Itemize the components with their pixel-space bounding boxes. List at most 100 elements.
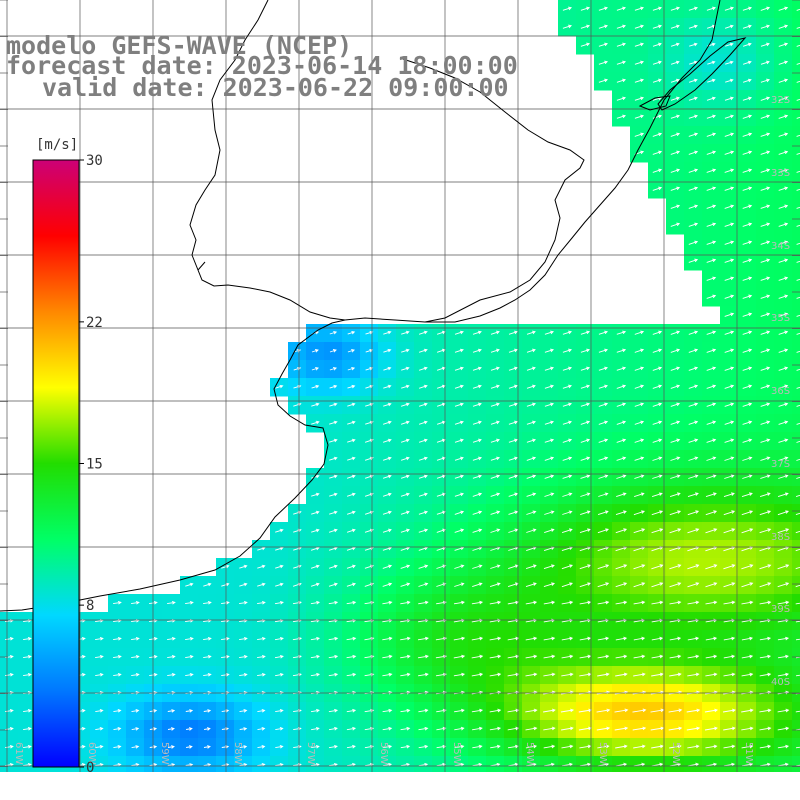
wind-arrow (400, 528, 410, 533)
wind-arrow (633, 744, 646, 749)
wind-arrow (778, 150, 789, 155)
wind-arrow (796, 98, 800, 101)
wind-arrow (580, 42, 591, 47)
wind-arrow (741, 582, 754, 588)
wind-arrow (382, 420, 392, 425)
wind-cell (576, 756, 595, 772)
wind-arrow (507, 672, 520, 677)
wind-cell (792, 378, 800, 397)
wind-arrow (310, 654, 320, 659)
wind-arrow (724, 258, 735, 263)
wind-arrow (472, 744, 483, 749)
wind-arrow (365, 402, 374, 407)
wind-arrow (633, 636, 646, 641)
wind-arrow (742, 186, 753, 191)
wind-arrow (795, 530, 800, 534)
wind-arrow (742, 402, 753, 407)
wind-arrow (508, 510, 519, 515)
wind-arrow (95, 672, 104, 677)
wind-arrow (472, 474, 482, 479)
wind-arrow (795, 512, 800, 516)
wind-cell (792, 126, 800, 145)
longitude-labels: 61W 60W 59W 58W 57W 56W 55W 54W 53W 52W 51W (13, 742, 754, 765)
wind-arrow (742, 114, 753, 119)
lat-lon-grid (0, 0, 800, 772)
wind-arrow (778, 276, 789, 281)
wind-arrow (670, 60, 680, 65)
wind-arrow (777, 582, 790, 588)
wind-arrow (796, 62, 800, 65)
wind-arrow (239, 727, 248, 731)
wind-arrow (795, 638, 800, 641)
wind-arrow (688, 330, 699, 335)
wind-arrow (634, 114, 644, 119)
wind-cell (792, 252, 800, 271)
wind-cell (594, 756, 613, 772)
wind-arrow (167, 745, 175, 749)
wind-arrow (742, 258, 753, 263)
wind-arrow (706, 150, 717, 155)
wind-arrow (221, 564, 230, 569)
wind-arrow (131, 727, 140, 731)
wind-arrow (311, 474, 320, 479)
wind-arrow (221, 709, 230, 713)
wind-cell (612, 756, 631, 772)
wind-arrow (616, 492, 627, 498)
wind-arrow (778, 78, 789, 83)
wind-arrow (723, 672, 736, 677)
wind-arrow (311, 402, 320, 407)
wind-arrow (347, 330, 356, 335)
wind-arrow (725, 60, 734, 65)
border-argentina-uruguay (189, 0, 269, 271)
wind-arrow (544, 474, 555, 479)
wind-arrow (400, 744, 411, 749)
wind-arrow (614, 708, 629, 713)
wind-arrow (616, 96, 626, 101)
wind-arrow (796, 170, 800, 173)
latitude-label: 34S (771, 241, 790, 252)
wind-arrow (759, 600, 772, 605)
wind-arrow (579, 636, 592, 641)
wind-arrow (275, 582, 284, 587)
wind-cell (792, 54, 800, 73)
longitude-label: 57W (305, 742, 316, 765)
wind-arrow (796, 134, 800, 137)
wind-arrow (778, 402, 789, 407)
wind-arrow (490, 402, 500, 407)
wind-arrow (364, 492, 374, 497)
wind-arrow (328, 762, 338, 767)
wind-arrow (365, 420, 374, 425)
wind-arrow (347, 366, 356, 371)
wind-arrow (760, 420, 771, 425)
wind-arrow (669, 492, 681, 498)
wind-arrow (364, 456, 374, 461)
wind-arrow (616, 78, 626, 83)
wind-arrow (561, 654, 574, 659)
wind-arrow (689, 42, 698, 47)
wind-arrow (382, 492, 392, 497)
wind-arrow (472, 366, 482, 371)
wind-arrow (580, 6, 591, 11)
wind-arrow (329, 420, 338, 425)
wind-arrow (615, 528, 628, 534)
wind-arrow (472, 564, 483, 569)
wind-arrow (616, 474, 627, 479)
wind-arrow (185, 636, 194, 641)
wind-arrow (706, 384, 717, 389)
wind-arrow (436, 600, 447, 605)
wind-arrow (724, 222, 735, 227)
wind-arrow (615, 762, 628, 767)
wind-arrow (633, 528, 646, 534)
wind-arrow (329, 402, 338, 407)
wind-arrow (400, 456, 410, 461)
wind-arrow (742, 456, 753, 461)
wind-arrow (329, 384, 338, 389)
wind-arrow (598, 6, 608, 11)
wind-arrow (579, 600, 592, 605)
wind-arrow (489, 654, 502, 659)
wind-arrow (778, 60, 789, 65)
wind-arrow (436, 708, 447, 713)
wind-arrow (418, 582, 429, 587)
wind-arrow (724, 240, 735, 245)
longitude-label: 59W (159, 742, 170, 765)
